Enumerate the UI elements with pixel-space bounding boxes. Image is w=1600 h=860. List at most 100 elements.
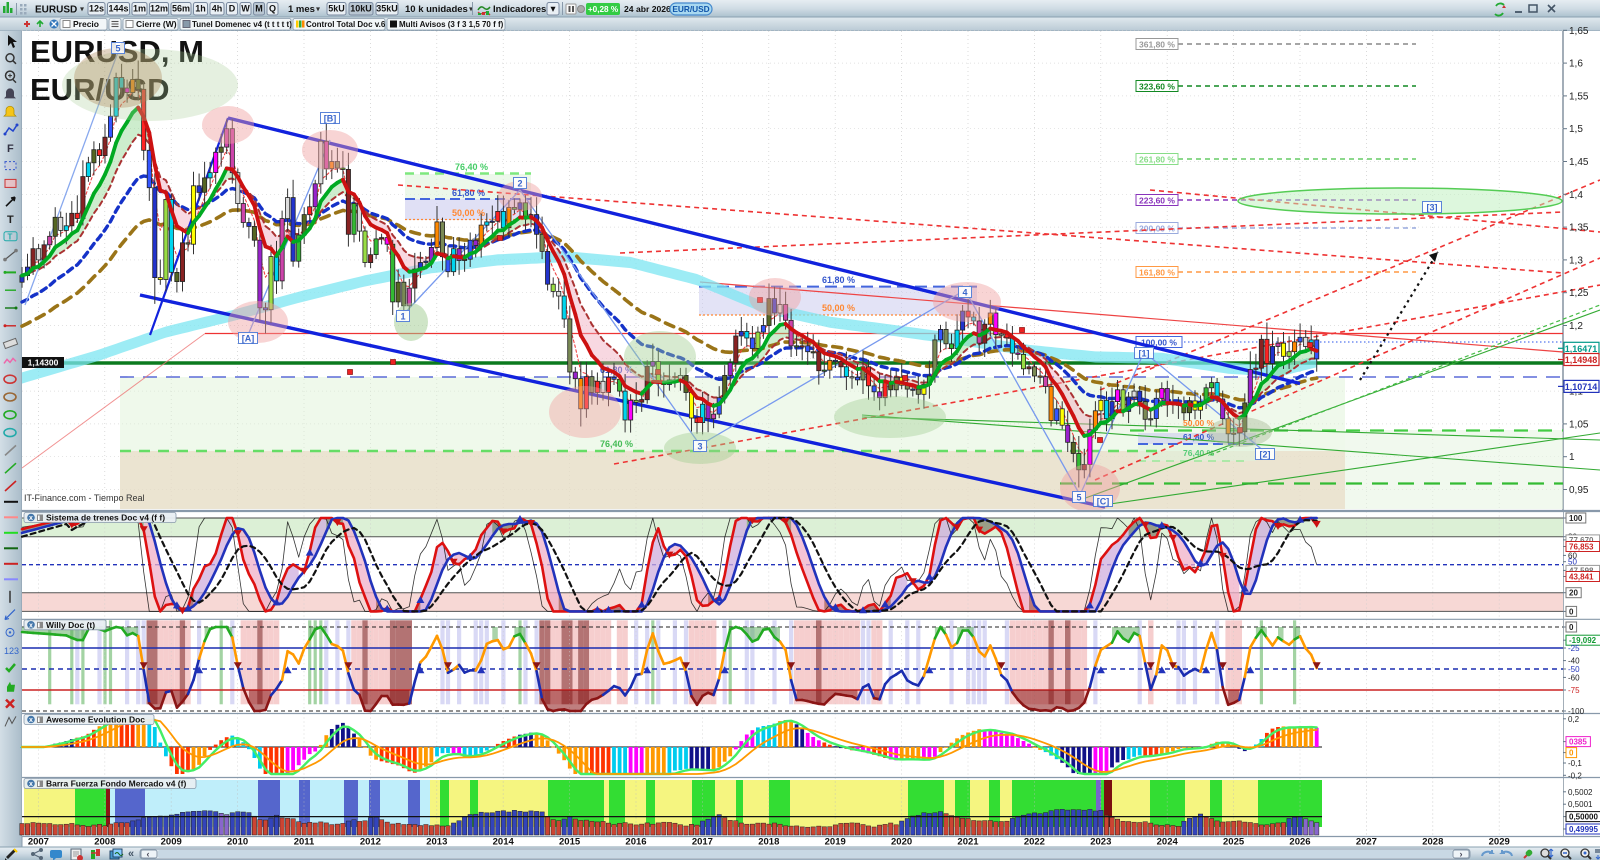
svg-text:0: 0	[1569, 749, 1574, 758]
svg-text:161,80 %: 161,80 %	[1139, 268, 1175, 278]
svg-text:2021: 2021	[957, 837, 979, 848]
svg-text:1,35: 1,35	[1569, 223, 1589, 234]
svg-text:2029: 2029	[1489, 837, 1510, 848]
svg-text:x: x	[29, 717, 33, 724]
svg-text:50,00 %: 50,00 %	[452, 208, 485, 218]
svg-text:-100: -100	[1568, 707, 1585, 716]
svg-text:2009: 2009	[161, 837, 182, 848]
svg-text:[2]: [2]	[1260, 449, 1271, 459]
svg-text:100: 100	[1569, 514, 1583, 523]
svg-text:Barra Fuerza Fondo Mercado v4: Barra Fuerza Fondo Mercado v4 (f)	[46, 779, 186, 789]
svg-text:W: W	[241, 4, 250, 14]
svg-text:«: «	[128, 848, 134, 860]
svg-text:76,853: 76,853	[1569, 543, 1594, 552]
svg-text:0,95: 0,95	[1569, 485, 1589, 496]
svg-text:10kU: 10kU	[350, 4, 372, 14]
svg-text:Awesome Evolution Doc: Awesome Evolution Doc	[46, 715, 145, 725]
svg-text:123: 123	[4, 646, 19, 656]
svg-text:▾: ▾	[80, 5, 84, 14]
svg-text:Cierre (W): Cierre (W)	[136, 19, 177, 29]
svg-text:D: D	[229, 4, 236, 14]
svg-text:-40: -40	[1568, 657, 1580, 666]
svg-text:1,16471: 1,16471	[1565, 344, 1598, 354]
svg-text:-25: -25	[1568, 644, 1580, 653]
svg-text:x: x	[29, 515, 33, 522]
svg-text:Control Total Doc v.6: Control Total Doc v.6	[306, 20, 386, 29]
svg-text:2017: 2017	[692, 837, 713, 848]
svg-text:2024: 2024	[1157, 837, 1179, 848]
svg-text:Tunel Domenec v4 (t t t t t): Tunel Domenec v4 (t t t t t)	[192, 20, 292, 29]
svg-text:0,2: 0,2	[1568, 715, 1580, 724]
svg-text:1,4: 1,4	[1569, 190, 1583, 201]
svg-text:F: F	[7, 143, 14, 155]
svg-text:35kU: 35kU	[376, 4, 398, 14]
svg-text:0,49995: 0,49995	[1569, 825, 1598, 834]
svg-text:76,40 %: 76,40 %	[600, 439, 633, 449]
svg-text:61,80 %: 61,80 %	[600, 365, 633, 375]
svg-text:43,841: 43,841	[1569, 573, 1594, 582]
svg-text:144s: 144s	[108, 4, 128, 14]
svg-text:2007: 2007	[28, 837, 49, 848]
svg-text:1,65: 1,65	[1569, 26, 1589, 37]
svg-text:12m: 12m	[150, 4, 168, 14]
svg-text:1,14948: 1,14948	[1565, 355, 1598, 365]
svg-text:1,2: 1,2	[1569, 321, 1583, 332]
svg-text:›: ›	[1460, 849, 1463, 859]
svg-text:2022: 2022	[1024, 837, 1045, 848]
svg-text:‹: ‹	[147, 849, 150, 859]
svg-text:EURUSD: EURUSD	[35, 5, 77, 16]
svg-text:20: 20	[1569, 589, 1578, 598]
svg-text:60: 60	[1568, 551, 1577, 560]
svg-text:[3]: [3]	[1427, 202, 1438, 212]
svg-text:50,00 %: 50,00 %	[1183, 418, 1215, 428]
svg-text:[B]: [B]	[324, 113, 337, 123]
svg-text:3: 3	[697, 441, 702, 451]
svg-text:1,05: 1,05	[1569, 419, 1589, 430]
svg-text:[C]: [C]	[1097, 496, 1110, 506]
svg-text:77,670: 77,670	[1569, 536, 1594, 545]
svg-text:50: 50	[1568, 558, 1577, 567]
svg-text:[1]: [1]	[1139, 348, 1150, 358]
svg-text:76,40 %: 76,40 %	[455, 162, 488, 172]
svg-text:Willy Doc (t): Willy Doc (t)	[46, 620, 95, 630]
svg-text:Indicadores: Indicadores	[493, 4, 546, 15]
svg-text:61,80 %: 61,80 %	[822, 275, 855, 285]
svg-text:T: T	[7, 214, 14, 226]
svg-text:1 mes: 1 mes	[288, 4, 315, 15]
svg-text:1,6: 1,6	[1569, 59, 1583, 70]
svg-text:4: 4	[962, 287, 967, 297]
svg-text:1,3: 1,3	[1569, 255, 1583, 266]
svg-text:EUR/USD: EUR/USD	[672, 4, 709, 14]
svg-text:+0,28 %: +0,28 %	[588, 5, 619, 14]
svg-text:2008: 2008	[94, 837, 115, 848]
svg-text:361,80 %: 361,80 %	[1139, 40, 1175, 50]
svg-text:1,10714: 1,10714	[1565, 382, 1598, 392]
svg-text:5: 5	[115, 43, 120, 53]
svg-text:M: M	[255, 4, 263, 14]
svg-text:-0,2: -0,2	[1568, 771, 1582, 780]
svg-text:10 k unidades: 10 k unidades	[405, 4, 468, 15]
svg-text:1: 1	[400, 311, 405, 321]
svg-text:Q: Q	[269, 4, 276, 14]
svg-text:200,00 %: 200,00 %	[1139, 224, 1175, 234]
svg-text:50,00 %: 50,00 %	[822, 303, 855, 313]
svg-text:2011: 2011	[294, 837, 315, 848]
svg-text:x: x	[29, 781, 33, 788]
svg-text:56m: 56m	[172, 4, 190, 14]
svg-text:261,80 %: 261,80 %	[1139, 155, 1175, 165]
svg-text:2027: 2027	[1356, 837, 1377, 848]
svg-text:0,5001: 0,5001	[1568, 800, 1593, 809]
svg-text:0385: 0385	[1569, 738, 1587, 747]
svg-text:0,5002: 0,5002	[1568, 788, 1593, 797]
svg-text:76,40 %: 76,40 %	[1183, 448, 1215, 458]
svg-text:5kU: 5kU	[328, 4, 345, 14]
svg-text:1h: 1h	[195, 4, 206, 14]
svg-text:-0,1: -0,1	[1568, 759, 1582, 768]
svg-text:x: x	[29, 622, 33, 629]
svg-text:61,80 %: 61,80 %	[452, 188, 485, 198]
svg-text:4h: 4h	[212, 4, 223, 14]
svg-text:1,55: 1,55	[1569, 91, 1589, 102]
svg-text:T: T	[8, 232, 13, 241]
svg-text:Multi Avisos (3 f 3 1,5 70 f f: Multi Avisos (3 f 3 1,5 70 f f)	[399, 20, 504, 29]
svg-text:223,60 %: 223,60 %	[1139, 196, 1175, 206]
